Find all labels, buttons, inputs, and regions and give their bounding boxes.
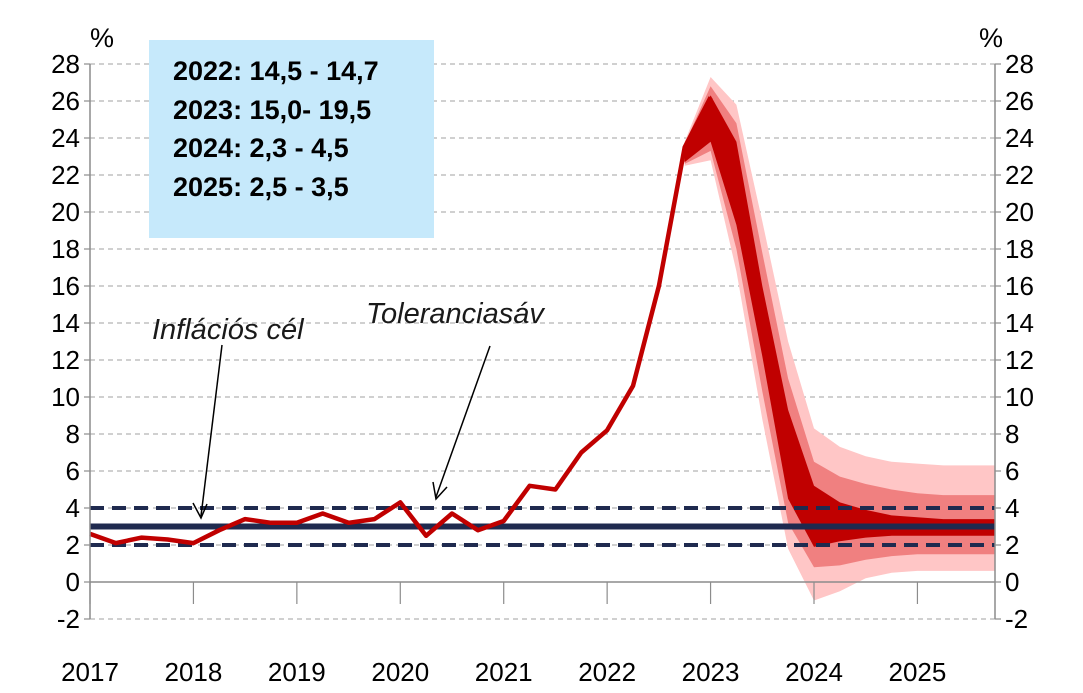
forecast-fan [684, 77, 995, 601]
y-tick-left-24: 24 [51, 123, 80, 153]
y-tick-right-2: 2 [1005, 530, 1019, 560]
right-axis-unit: % [979, 23, 1003, 53]
y-tick-left-16: 16 [51, 271, 80, 301]
y-tick-left-8: 8 [66, 419, 80, 449]
y-tick-right--2: -2 [1005, 604, 1028, 634]
y-tick-right-6: 6 [1005, 456, 1019, 486]
annotations: Inflációs cél Toleranciasáv % % [90, 23, 1003, 520]
y-tick-left-14: 14 [51, 308, 80, 338]
y-tick-left-6: 6 [66, 456, 80, 486]
y-tick-right-26: 26 [1005, 86, 1034, 116]
forecast-band-outer [684, 77, 995, 601]
y-tick-right-4: 4 [1005, 493, 1019, 523]
forecast-range-2025: 2025: 2,5 - 3,5 [173, 171, 349, 202]
forecast-range-2023: 2023: 15,0- 19,5 [173, 94, 372, 125]
axes [84, 63, 1001, 620]
y-tick-right-18: 18 [1005, 234, 1034, 264]
y-tick-left-18: 18 [51, 234, 80, 264]
x-tick-2017: 2017 [61, 657, 119, 687]
forecast-range-2022: 2022: 14,5 - 14,7 [173, 56, 379, 86]
y-tick-left--2: -2 [57, 604, 80, 634]
annotation-target-arrow [200, 344, 223, 517]
y-tick-right-28: 28 [1005, 49, 1034, 79]
annotation-target-arrowhead [192, 502, 208, 520]
annotation-tolerance-label: Toleranciasáv [366, 298, 545, 330]
y-tick-right-24: 24 [1005, 123, 1034, 153]
y-tick-right-10: 10 [1005, 382, 1034, 412]
x-tick-2021: 2021 [475, 657, 533, 687]
x-tick-2024: 2024 [785, 657, 843, 687]
y-tick-right-20: 20 [1005, 197, 1034, 227]
x-tick-2025: 2025 [889, 657, 947, 687]
x-tick-2020: 2020 [371, 657, 429, 687]
y-tick-left-26: 26 [51, 86, 80, 116]
y-tick-left-12: 12 [51, 345, 80, 375]
target-lines [90, 506, 995, 547]
x-tick-2022: 2022 [578, 657, 636, 687]
y-tick-left-4: 4 [66, 493, 80, 523]
y-tick-left-22: 22 [51, 160, 80, 190]
y-tick-left-0: 0 [66, 567, 80, 597]
x-tick-2019: 2019 [268, 657, 326, 687]
forecast-range-box: 2022: 14,5 - 14,7 2023: 15,0- 19,5 2024:… [149, 40, 434, 238]
y-tick-right-8: 8 [1005, 419, 1019, 449]
y-tick-right-14: 14 [1005, 308, 1034, 338]
annotation-tolerance-arrow [435, 345, 491, 498]
annotation-tolerance-arrowhead [432, 481, 448, 501]
x-tick-2018: 2018 [165, 657, 223, 687]
y-tick-right-16: 16 [1005, 271, 1034, 301]
annotation-target-label: Inflációs cél [152, 314, 305, 346]
y-tick-right-0: 0 [1005, 567, 1019, 597]
forecast-range-2024: 2024: 2,3 - 4,5 [173, 133, 349, 163]
y-tick-right-22: 22 [1005, 160, 1034, 190]
x-tick-2023: 2023 [682, 657, 740, 687]
y-tick-left-28: 28 [51, 49, 80, 79]
y-tick-left-10: 10 [51, 382, 80, 412]
left-axis-unit: % [90, 23, 114, 53]
y-tick-left-2: 2 [66, 530, 80, 560]
y-tick-left-20: 20 [51, 197, 80, 227]
forecast-band-inner [684, 95, 995, 547]
y-tick-right-12: 12 [1005, 345, 1034, 375]
